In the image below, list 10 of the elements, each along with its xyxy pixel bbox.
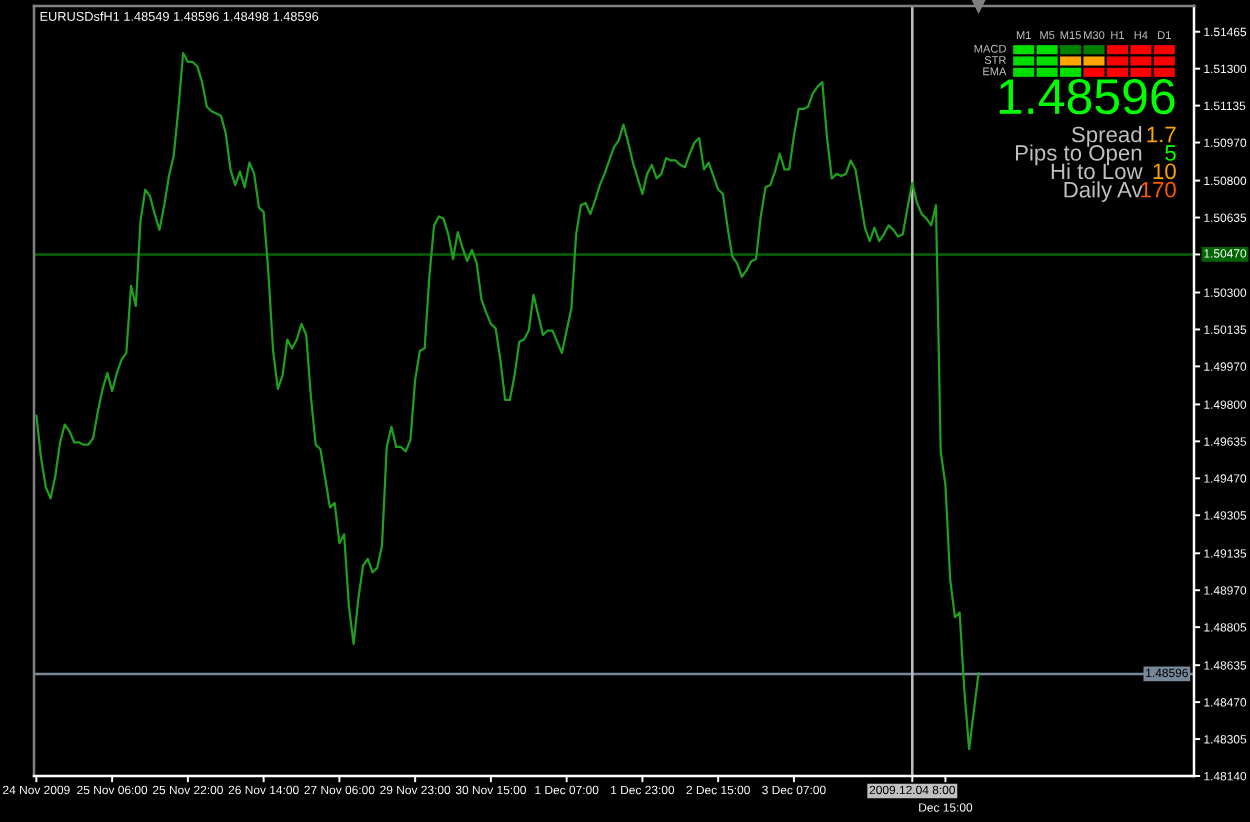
category-label: Daily Av [1064,181,1143,202]
category-label: Hi to Low [1051,162,1143,180]
data-label: 170 [1141,181,1176,198]
text: 1.48596 [999,78,1175,115]
data-label: 1.7 [1147,126,1176,143]
data-label: 5 [1165,145,1176,161]
line-series [35,51,980,751]
category-label: Spread [1071,126,1142,147]
category-label: Pips to Open [1015,144,1142,166]
data-label: 10 [1153,163,1176,180]
